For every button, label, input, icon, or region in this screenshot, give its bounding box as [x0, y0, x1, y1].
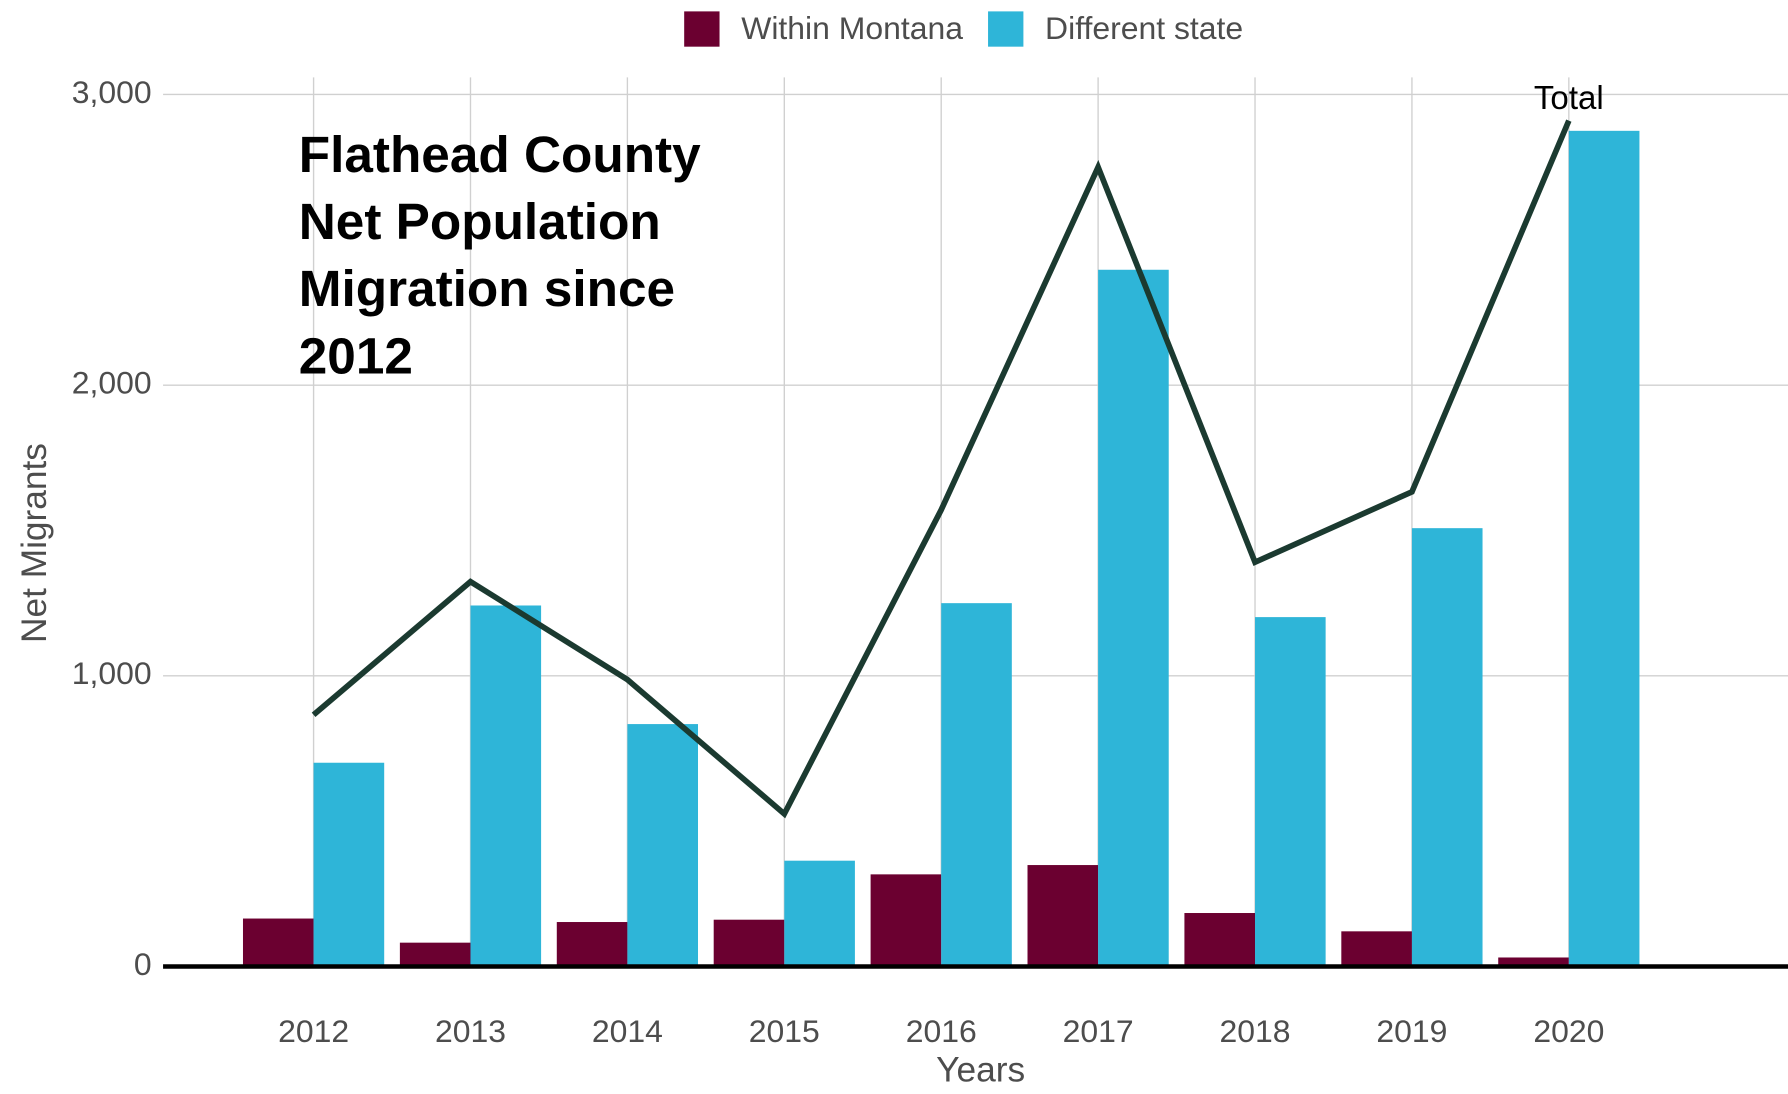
- bar: [1411, 528, 1483, 967]
- bar: [784, 860, 855, 967]
- bar: [313, 762, 385, 967]
- bar: [1184, 913, 1256, 967]
- overlay: 0 1,000 2,000 3,000 2012 2013 2014 2015 2016 2017…: [72, 10, 1788, 1049]
- bar: [1027, 865, 1099, 967]
- bar: [470, 605, 542, 967]
- y-tick-label: 1,000: [72, 655, 152, 691]
- y-axis-title: Net Migrants: [15, 443, 54, 643]
- legend-swatch: [988, 11, 1024, 47]
- x-axis-title: Years: [936, 1051, 1025, 1090]
- bar: [556, 922, 628, 967]
- y-tick-label: 2,000: [72, 365, 152, 401]
- chart-title: Net Population: [299, 193, 661, 250]
- bars: [242, 130, 1640, 967]
- bar: [713, 919, 785, 967]
- x-tick-label: 2018: [1220, 1013, 1291, 1049]
- bar: [242, 918, 314, 967]
- x-tick-label: 2013: [435, 1013, 506, 1049]
- chart-title: Flathead County: [299, 126, 701, 183]
- x-tick-label: 2020: [1533, 1013, 1604, 1049]
- legend-label: Different state: [1045, 10, 1243, 46]
- legend-swatch: [684, 11, 720, 47]
- line-label: Total: [1534, 80, 1604, 117]
- chart-title: 2012: [299, 327, 413, 384]
- bar: [627, 724, 699, 967]
- y-tick-label: 3,000: [72, 74, 152, 110]
- chart-title: Migration since: [299, 260, 675, 317]
- x-tick-label: 2017: [1063, 1013, 1134, 1049]
- x-tick-label: 2012: [278, 1013, 349, 1049]
- x-tick-label: 2015: [749, 1013, 820, 1049]
- x-tick-label: 2019: [1376, 1013, 1447, 1049]
- bar: [1568, 130, 1640, 967]
- bar: [1498, 957, 1569, 967]
- x-tick-label: 2016: [906, 1013, 977, 1049]
- y-tick-label: 0: [134, 946, 152, 982]
- total-line: [311, 119, 1572, 819]
- bar: [399, 942, 471, 967]
- bar: [941, 603, 1012, 967]
- bar: [1341, 931, 1412, 967]
- bar: [1255, 617, 1326, 967]
- legend-label: Within Montana: [741, 10, 963, 46]
- bar: [870, 874, 942, 967]
- x-tick-label: 2014: [592, 1013, 663, 1049]
- bar: [1098, 269, 1169, 967]
